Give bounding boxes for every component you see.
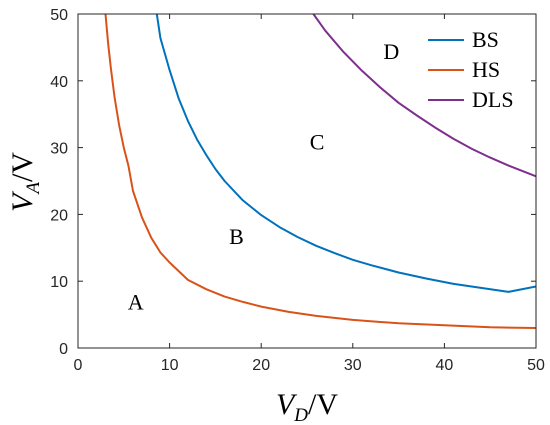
region-label-c: C (310, 129, 325, 154)
y-tick-label: 0 (59, 341, 68, 358)
x-tick-label: 0 (74, 357, 83, 374)
axes (77, 13, 537, 349)
series-line-dls (312, 14, 536, 178)
region-label-a: A (128, 290, 144, 315)
region-label-d: D (383, 39, 399, 64)
series-layer (104, 14, 536, 329)
y-tick-label: 20 (50, 207, 68, 224)
x-axis-label: VD/V (276, 388, 338, 425)
plot-frame (77, 13, 537, 349)
y-tick-label: 50 (50, 7, 68, 24)
annotation-layer: A B C D (128, 39, 399, 315)
x-tick-label: 20 (252, 357, 270, 374)
legend-label-hs: HS (472, 57, 500, 82)
x-tick-label: 10 (161, 357, 179, 374)
legend: BS HS DLS (428, 27, 514, 112)
tick-labels: 0 10 20 30 40 50 0 10 20 30 40 50 (50, 7, 545, 374)
series-line-bs (155, 14, 536, 293)
x-tick-label: 30 (344, 357, 362, 374)
x-tick-label: 50 (527, 357, 545, 374)
series-line-hs (104, 14, 536, 329)
x-tick-label: 40 (436, 357, 454, 374)
y-axis-label: VA/V (6, 152, 44, 212)
region-label-b: B (229, 224, 244, 249)
y-tick-label: 40 (50, 74, 68, 91)
y-tick-label: 10 (50, 274, 68, 291)
y-tick-label: 30 (50, 141, 68, 158)
legend-label-dls: DLS (472, 87, 514, 112)
legend-label-bs: BS (472, 27, 499, 52)
